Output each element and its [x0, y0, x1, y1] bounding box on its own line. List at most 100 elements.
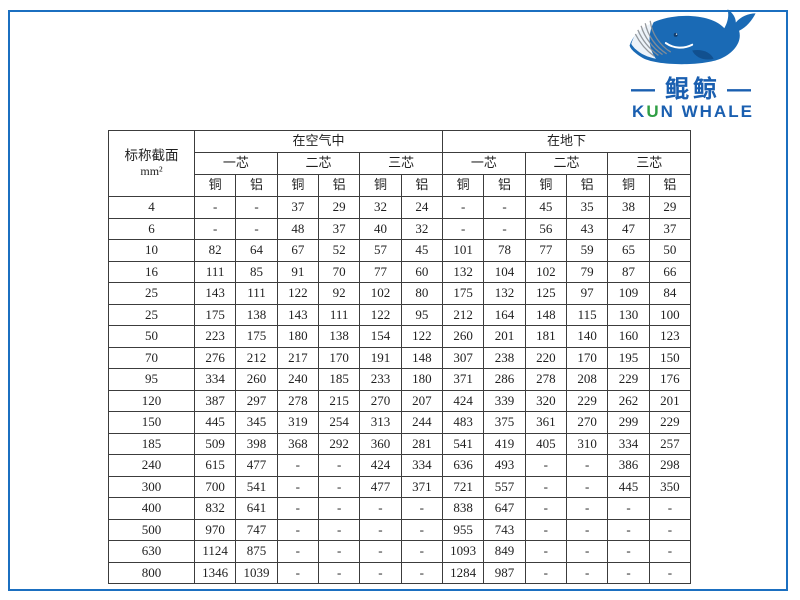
- table-row: 240 615 477- -424 334 636 493- -386 298: [108, 454, 692, 477]
- size-cell: 240: [108, 454, 195, 477]
- core-header-3: 三芯: [359, 152, 444, 175]
- value-cell: -: [607, 518, 650, 541]
- value-cell: 615: [193, 454, 237, 477]
- value-cell: 445: [607, 475, 650, 498]
- value-cell: 1093: [442, 540, 485, 563]
- value-cell: -: [607, 497, 650, 520]
- value-cell: 743: [483, 518, 526, 541]
- corner-header-line1: 标称截面: [124, 147, 179, 163]
- value-cell: 405: [524, 432, 568, 455]
- value-cell: -: [524, 518, 568, 541]
- value-cell: 84: [648, 282, 692, 305]
- table-row: 16 111 85 91 70 77 60 132 104 102 79 87 66: [108, 260, 692, 283]
- value-cell: 424: [359, 454, 402, 477]
- value-cell: -: [607, 561, 650, 584]
- value-cell: 180: [276, 325, 319, 348]
- value-cell: 212: [235, 346, 278, 369]
- value-cell: 82: [193, 239, 237, 262]
- corner-header: 标称截面 mm²: [108, 130, 195, 197]
- value-cell: -: [524, 561, 568, 584]
- table-row: 500 970 747- - - -955 743- - - -: [108, 518, 692, 541]
- value-cell: 1284: [442, 561, 485, 584]
- material-header-cu: 铜: [524, 174, 568, 197]
- value-cell: 257: [648, 432, 692, 455]
- value-cell: 254: [317, 411, 361, 434]
- value-cell: 319: [276, 411, 319, 434]
- value-cell: 111: [193, 260, 237, 283]
- value-cell: 104: [483, 260, 526, 283]
- table-row: 630 1124 875- - - -1093 849- - - -: [108, 540, 692, 563]
- value-cell: -: [648, 518, 692, 541]
- value-cell: 29: [317, 196, 361, 219]
- value-cell: -: [565, 540, 609, 563]
- value-cell: 201: [648, 389, 692, 412]
- value-cell: 122: [400, 325, 444, 348]
- value-cell: 229: [648, 411, 692, 434]
- value-cell: 92: [317, 282, 361, 305]
- ampacity-table: 标称截面 mm² 在空气中 在地下 一芯 二芯 三芯 一芯 二芯 三芯 铜 铝 …: [108, 130, 692, 584]
- value-cell: 278: [276, 389, 319, 412]
- value-cell: -: [400, 497, 444, 520]
- value-cell: 320: [524, 389, 568, 412]
- value-cell: 154: [359, 325, 402, 348]
- value-cell: 217: [276, 346, 319, 369]
- value-cell: 386: [607, 454, 650, 477]
- value-cell: -: [607, 540, 650, 563]
- value-cell: 636: [442, 454, 485, 477]
- value-cell: 57: [359, 239, 402, 262]
- value-cell: 334: [607, 432, 650, 455]
- value-cell: 180: [400, 368, 444, 391]
- value-cell: 647: [483, 497, 526, 520]
- value-cell: 35: [565, 196, 609, 219]
- value-cell: -: [483, 217, 526, 240]
- value-cell: -: [400, 561, 444, 584]
- value-cell: -: [193, 196, 237, 219]
- value-cell: -: [193, 217, 237, 240]
- material-header-cu: 铜: [442, 174, 485, 197]
- value-cell: 48: [276, 217, 319, 240]
- value-cell: 132: [442, 260, 485, 283]
- value-cell: 29: [648, 196, 692, 219]
- value-cell: 56: [524, 217, 568, 240]
- value-cell: 138: [317, 325, 361, 348]
- header-row-materials: 铜 铝 铜 铝 铜 铝 铜 铝 铜 铝 铜 铝: [109, 174, 692, 197]
- value-cell: 102: [359, 282, 402, 305]
- header-row-environment: 标称截面 mm² 在空气中 在地下: [108, 130, 692, 197]
- value-cell: -: [648, 540, 692, 563]
- value-cell: 47: [607, 217, 650, 240]
- value-cell: 223: [193, 325, 237, 348]
- value-cell: -: [235, 196, 278, 219]
- value-cell: 955: [442, 518, 485, 541]
- value-cell: 207: [400, 389, 444, 412]
- value-cell: 371: [442, 368, 485, 391]
- value-cell: 541: [442, 432, 485, 455]
- value-cell: 334: [400, 454, 444, 477]
- size-cell: 400: [108, 497, 195, 520]
- value-cell: 160: [607, 325, 650, 348]
- value-cell: 52: [317, 239, 361, 262]
- value-cell: 111: [235, 282, 278, 305]
- table-row: 6- -48 37 40 32- -56 43 47 37: [108, 217, 692, 240]
- value-cell: 970: [193, 518, 237, 541]
- value-cell: 122: [359, 303, 402, 326]
- value-cell: 987: [483, 561, 526, 584]
- size-cell: 185: [108, 432, 195, 455]
- value-cell: 87: [607, 260, 650, 283]
- value-cell: 175: [235, 325, 278, 348]
- table-row: 50 223 175 180 138 154 122 260 201 181 140 160 123: [108, 325, 692, 348]
- value-cell: 185: [317, 368, 361, 391]
- core-header-2: 二芯: [524, 152, 609, 175]
- table-row: 185 509 398 368 292 360 281 541 419 405 310 334 257: [108, 432, 692, 455]
- value-cell: 176: [648, 368, 692, 391]
- material-header-cu: 铜: [607, 174, 650, 197]
- size-cell: 120: [108, 389, 195, 412]
- value-cell: 212: [442, 303, 485, 326]
- material-header-cu: 铜: [276, 174, 319, 197]
- size-cell: 16: [108, 260, 195, 283]
- table-row: 25 175 138 143 111 122 95 212 164 148 115 130 100: [108, 303, 692, 326]
- value-cell: 143: [276, 303, 319, 326]
- value-cell: 85: [235, 260, 278, 283]
- value-cell: 148: [400, 346, 444, 369]
- value-cell: -: [359, 497, 402, 520]
- core-header-3: 三芯: [607, 152, 692, 175]
